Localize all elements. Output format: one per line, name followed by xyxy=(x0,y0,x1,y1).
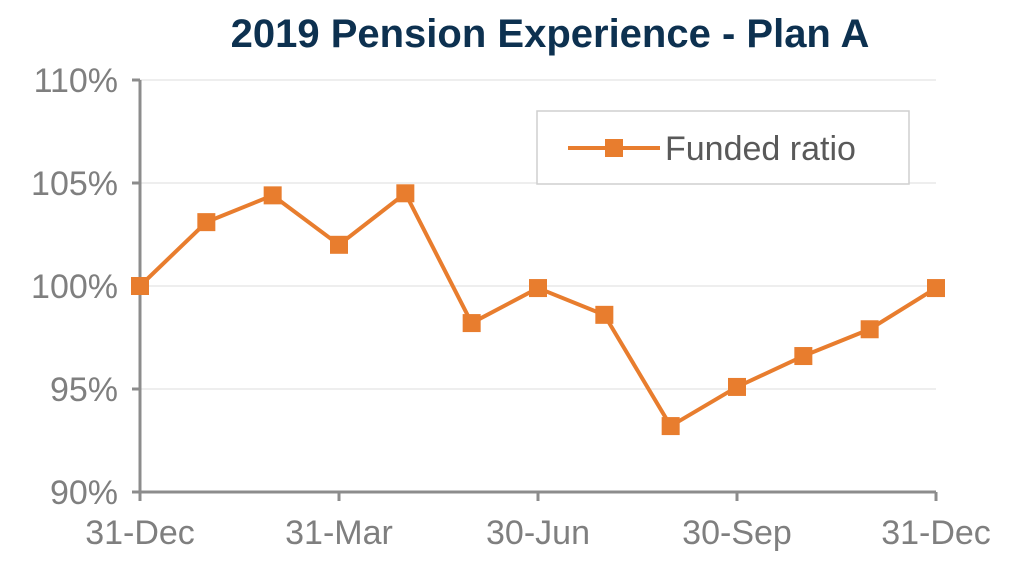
y-tick-label: 95% xyxy=(50,371,118,409)
x-tick-label: 31-Dec xyxy=(85,514,195,552)
data-point xyxy=(462,314,481,333)
x-tick-label: 31-Mar xyxy=(285,514,393,552)
y-tick-label: 100% xyxy=(31,268,118,306)
data-point xyxy=(131,277,149,295)
y-tick-label: 110% xyxy=(34,62,118,100)
data-point xyxy=(396,184,415,203)
data-point xyxy=(860,320,879,339)
data-point xyxy=(661,417,680,436)
data-point xyxy=(197,213,216,232)
y-tick-label: 90% xyxy=(50,474,118,512)
data-point xyxy=(263,186,282,205)
data-point xyxy=(728,377,746,396)
x-tick-label: 30-Sep xyxy=(682,514,792,552)
data-point xyxy=(529,279,547,298)
y-tick-label: 105% xyxy=(31,165,118,203)
legend-marker xyxy=(605,139,623,157)
legend-label: Funded ratio xyxy=(665,130,856,168)
series-line-funded-ratio xyxy=(138,191,938,429)
data-point xyxy=(595,305,614,324)
x-tick-label: 30-Jun xyxy=(486,514,590,552)
x-tick-label: 31-Dec xyxy=(881,514,991,552)
data-point xyxy=(927,279,945,298)
data-point xyxy=(330,235,348,254)
chart-title: 2019 Pension Experience - Plan A xyxy=(230,12,870,56)
data-point xyxy=(794,347,813,366)
